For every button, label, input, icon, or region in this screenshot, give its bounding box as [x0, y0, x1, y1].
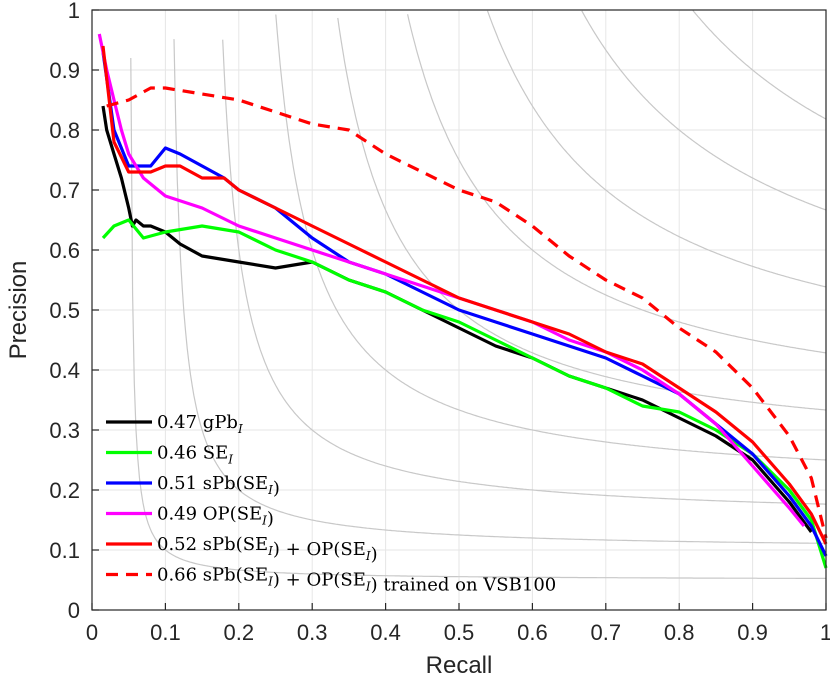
- iso-f-curve: [486, 10, 827, 288]
- y-tick-label: 0: [68, 598, 80, 623]
- y-tick-label: 0.7: [49, 178, 80, 203]
- iso-f-curve: [407, 14, 827, 354]
- legend: 0.47 gPbI 0.46 SEI 0.51 sPb(SEI) 0.49 OP(SE…: [106, 412, 556, 596]
- iso-f-curve: [275, 14, 827, 461]
- axes: [91, 9, 827, 611]
- x-tick-label: 0.7: [591, 620, 622, 645]
- series-line-op: [97, 33, 806, 528]
- y-tick-label: 0.4: [49, 358, 80, 383]
- x-tick-label: 0.5: [444, 620, 475, 645]
- iso-f-curve: [337, 17, 827, 411]
- x-tick-label: 0.2: [224, 620, 255, 645]
- x-tick-label: 0.4: [370, 620, 401, 645]
- x-axis-label: Recall: [426, 652, 493, 679]
- legend-label-gpb: 0.47 gPbI: [157, 412, 243, 436]
- x-tick-label: 0: [86, 620, 98, 645]
- y-tick-label: 0.3: [49, 418, 80, 443]
- x-tick-label: 1: [820, 620, 830, 645]
- x-tick-label: 0.8: [664, 620, 695, 645]
- legend-label-combo_vsb: 0.66 sPb(SEI) + OP(SEI) trained on VSB10…: [157, 565, 556, 596]
- series-group: [97, 33, 828, 569]
- legend-label-op: 0.49 OP(SEI): [157, 504, 274, 530]
- series-line-combo: [101, 45, 828, 545]
- iso-f-curve: [130, 57, 826, 579]
- legend-label-se: 0.46 SEI: [157, 443, 233, 467]
- y-tick-label: 1: [68, 0, 80, 23]
- y-tick-label: 0.5: [49, 298, 80, 323]
- x-tick-labels: 0 0.1 0.2 0.3 0.4 0.5 0.6 0.7 0.8 0.9 1: [86, 620, 830, 645]
- iso-f-curve: [173, 39, 826, 544]
- legend-label-spb: 0.51 sPb(SEI): [157, 473, 280, 499]
- y-tick-label: 0.8: [49, 118, 80, 143]
- legend-label-combo: 0.52 sPb(SEI) + OP(SEI): [157, 534, 378, 565]
- series-line-combo_vsb: [106, 86, 828, 539]
- y-tick-label: 0.2: [49, 478, 80, 503]
- y-axis-label: Precision: [5, 261, 32, 360]
- iso-f-curve: [692, 10, 827, 120]
- x-tick-label: 0.3: [297, 620, 328, 645]
- y-tick-label: 0.9: [49, 58, 80, 83]
- y-tick-label: 0.1: [49, 538, 80, 563]
- x-tick-label: 0.1: [150, 620, 181, 645]
- iso-f-curve: [581, 10, 827, 211]
- x-tick-label: 0.9: [737, 620, 768, 645]
- x-tick-label: 0.6: [517, 620, 548, 645]
- y-tick-label: 0.6: [49, 238, 80, 263]
- y-tick-labels: 0 0.1 0.2 0.3 0.4 0.5 0.6 0.7 0.8 0.9 1: [49, 0, 80, 623]
- iso-f-curve: [222, 39, 826, 505]
- series-line-se: [101, 218, 828, 569]
- iso-f-curves: [130, 10, 827, 579]
